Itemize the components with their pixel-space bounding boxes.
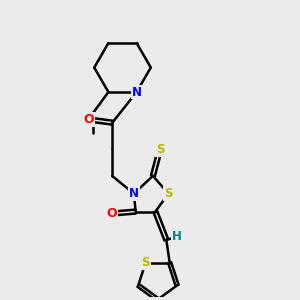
Text: S: S (164, 187, 173, 200)
Text: N: N (132, 85, 142, 98)
Text: O: O (107, 207, 117, 220)
Text: S: S (141, 256, 150, 269)
Text: O: O (83, 113, 94, 126)
Text: N: N (129, 187, 139, 200)
Text: S: S (156, 143, 164, 156)
Text: H: H (172, 230, 182, 243)
